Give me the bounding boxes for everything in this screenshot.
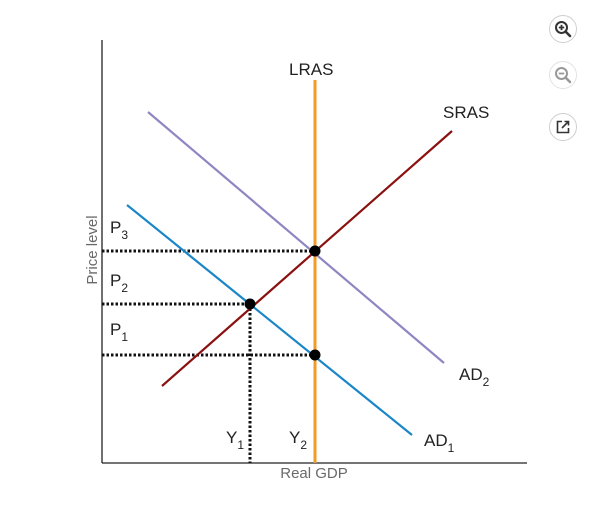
sras-curve bbox=[161, 130, 453, 387]
p1-label: P1 bbox=[110, 320, 128, 344]
sras-label: SRAS bbox=[443, 103, 489, 122]
p2-label: P2 bbox=[110, 271, 128, 295]
ad2-curve bbox=[147, 111, 445, 364]
ad1-label: AD1 bbox=[424, 431, 455, 455]
zoom-in-icon bbox=[554, 20, 572, 38]
zoom-in-button[interactable] bbox=[549, 15, 577, 43]
y-axis-title: Price level bbox=[84, 215, 101, 284]
ad1-curve bbox=[126, 204, 413, 436]
lras-label: LRAS bbox=[289, 60, 333, 79]
equilibrium-point-p3 bbox=[309, 245, 321, 257]
p3-label: P3 bbox=[110, 218, 128, 242]
y2-label: Y2 bbox=[289, 428, 307, 452]
x-axis-title: Real GDP bbox=[280, 465, 348, 482]
external-link-icon bbox=[555, 119, 571, 135]
y1-label: Y1 bbox=[226, 428, 244, 452]
ad2-label: AD2 bbox=[459, 365, 490, 389]
equilibrium-point-p1 bbox=[309, 349, 321, 361]
zoom-out-icon bbox=[554, 66, 572, 84]
equilibrium-point-p2 bbox=[244, 298, 256, 310]
zoom-out-button[interactable] bbox=[549, 61, 577, 89]
popout-button[interactable] bbox=[549, 113, 577, 141]
